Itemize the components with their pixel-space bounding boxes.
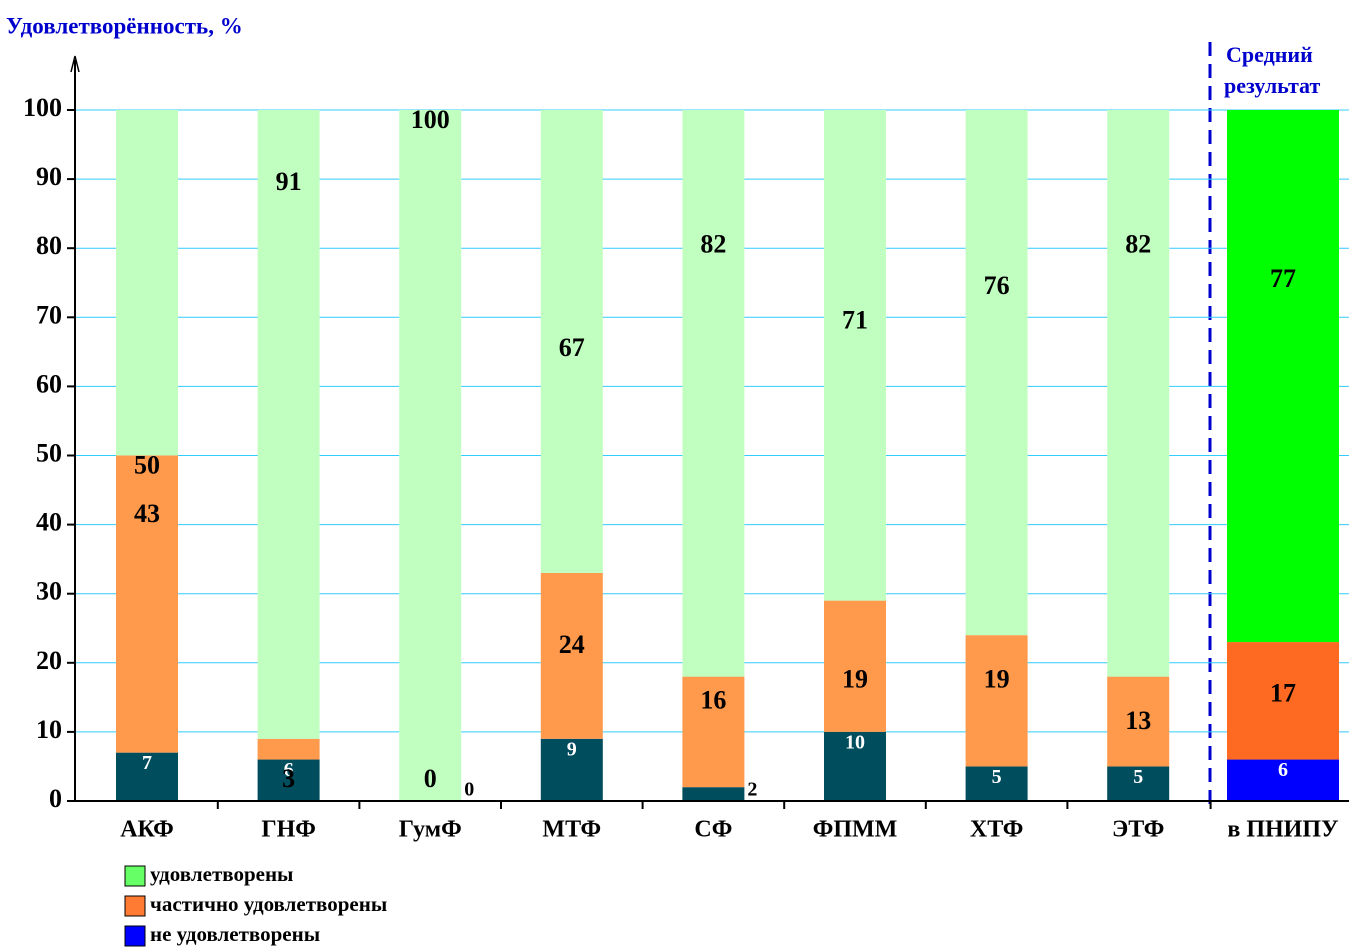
bar-segment <box>1107 110 1170 677</box>
y-tick-label: 20 <box>36 646 62 675</box>
x-tick-label: в ПНИПУ <box>1227 817 1339 843</box>
data-label: 16 <box>700 685 726 714</box>
annotation: Средний <box>1226 42 1313 67</box>
bar-segment <box>116 752 178 801</box>
bar-segment <box>540 572 603 739</box>
y-tick-label: 0 <box>49 784 62 813</box>
data-label: 3 <box>282 764 295 793</box>
y-tick-label: 80 <box>36 231 62 260</box>
x-tick-label: ГумФ <box>399 817 462 843</box>
bar-segment <box>540 110 603 573</box>
data-label: 5 <box>992 766 1002 788</box>
data-label: 17 <box>1270 678 1296 707</box>
data-label: 50 <box>134 450 160 479</box>
y-tick-label: 30 <box>36 577 62 606</box>
y-tick-label: 40 <box>36 508 62 537</box>
bar-segment <box>1227 110 1339 643</box>
y-tick-label: 60 <box>36 369 62 398</box>
bar-segment <box>682 787 745 801</box>
bar-segment <box>116 455 178 753</box>
data-label: 67 <box>559 333 585 362</box>
data-label: 0 <box>464 779 474 801</box>
data-label: 71 <box>842 305 868 334</box>
bar-segment <box>965 766 1028 801</box>
bar-segment <box>1107 676 1170 767</box>
y-tick-label: 70 <box>36 300 62 329</box>
data-label: 43 <box>134 499 160 528</box>
y-tick-label: 10 <box>36 715 62 744</box>
legend-swatch <box>124 895 146 917</box>
x-tick-label: ГНФ <box>261 817 316 843</box>
bar-segment <box>257 738 320 760</box>
data-label: 5 <box>1133 766 1143 788</box>
data-label: 13 <box>1125 706 1151 735</box>
data-label: 76 <box>984 271 1010 300</box>
data-label: 0 <box>424 764 437 793</box>
x-tick-label: ФПММ <box>813 817 898 843</box>
bar-segment <box>1107 766 1170 801</box>
legend-swatch <box>124 865 146 887</box>
x-tick-label: ХТФ <box>970 817 1023 843</box>
y-tick-label: 100 <box>23 93 62 122</box>
y-tick-label: 90 <box>36 162 62 191</box>
data-label: 24 <box>559 630 585 659</box>
data-label: 82 <box>1125 229 1151 258</box>
data-label: 6 <box>284 759 294 781</box>
bar-segment <box>257 759 320 801</box>
bar-segment <box>257 110 320 739</box>
data-label: 7 <box>142 752 152 774</box>
x-tick-label: МТФ <box>542 817 601 843</box>
x-tick-label: СФ <box>694 817 732 843</box>
data-label: 6 <box>1278 759 1288 781</box>
x-tick-label: ЭТФ <box>1112 817 1164 843</box>
bar-segment <box>824 110 886 601</box>
bar-segment <box>965 110 1028 636</box>
data-label: 77 <box>1270 264 1296 293</box>
bar-segment <box>965 635 1028 767</box>
bar-segment <box>824 600 886 732</box>
y-axis-label: Удовлетворённость, % <box>6 13 243 38</box>
bar-segment <box>1227 759 1339 801</box>
bar-segment <box>682 110 745 677</box>
legend-label: частично удовлетворены <box>150 892 387 916</box>
bar-segment <box>116 110 178 456</box>
bar-segment <box>540 738 603 801</box>
bar-segment <box>399 110 462 801</box>
data-label: 19 <box>984 665 1010 694</box>
annotation: результат <box>1224 73 1320 98</box>
legend-swatch <box>124 925 146 947</box>
data-label: 9 <box>567 738 577 760</box>
data-label: 100 <box>411 105 450 134</box>
legend-label: удовлетворены <box>150 862 293 886</box>
data-label: 10 <box>845 731 865 753</box>
y-axis-arrow <box>70 55 80 73</box>
data-label: 19 <box>842 665 868 694</box>
data-label: 91 <box>276 167 302 196</box>
data-label: 2 <box>747 779 757 801</box>
x-tick-label: АКФ <box>120 817 174 843</box>
bar-segment <box>682 676 745 788</box>
bar-segment <box>1227 642 1339 760</box>
legend-label: не удовлетворены <box>150 922 320 946</box>
data-label: 82 <box>700 229 726 258</box>
bar-segment <box>824 731 886 801</box>
y-tick-label: 50 <box>36 438 62 467</box>
